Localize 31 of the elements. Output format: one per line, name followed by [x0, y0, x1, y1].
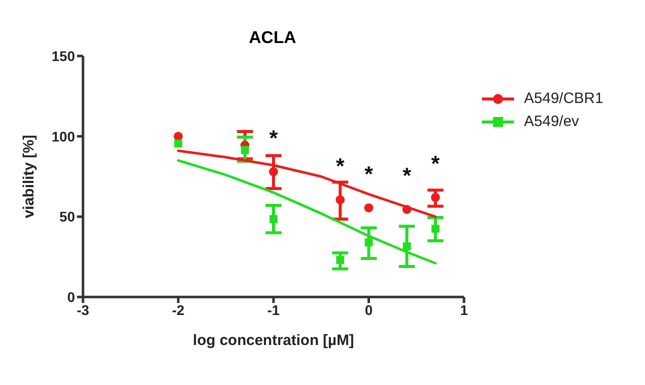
- point: [240, 146, 249, 154]
- x-tick-label: 0: [364, 302, 373, 318]
- point: [174, 140, 182, 148]
- point: [402, 242, 411, 250]
- point: [364, 238, 373, 246]
- point: [430, 192, 440, 202]
- x-tick-label: -1: [267, 302, 280, 318]
- point: [336, 256, 344, 264]
- y-tick-label: 100: [52, 128, 76, 144]
- point: [364, 203, 374, 212]
- y-axis-title: viability [%]: [20, 134, 38, 218]
- point: [402, 204, 412, 214]
- annotation: *: [336, 154, 345, 179]
- legend-label: A549/CBR1: [524, 90, 604, 107]
- y-tick-label: 0: [67, 288, 76, 305]
- legend-label: A549/ev: [524, 113, 580, 130]
- annotation: *: [431, 151, 440, 176]
- x-tick-label: 1: [460, 302, 468, 318]
- x-tick-label: -3: [76, 302, 90, 318]
- x-tick-label: -2: [172, 302, 185, 318]
- x-axis-title: log concentration [µM]: [192, 332, 354, 349]
- point: [431, 224, 440, 233]
- chart-title: ACLA: [248, 28, 298, 48]
- annotation: *: [402, 163, 412, 188]
- y-tick-label: 50: [59, 208, 76, 225]
- point: [336, 195, 345, 204]
- y-tick-label: 150: [52, 48, 76, 64]
- point: [270, 215, 278, 224]
- annotation: *: [269, 125, 278, 150]
- annotation: *: [364, 162, 374, 187]
- point: [268, 167, 278, 176]
